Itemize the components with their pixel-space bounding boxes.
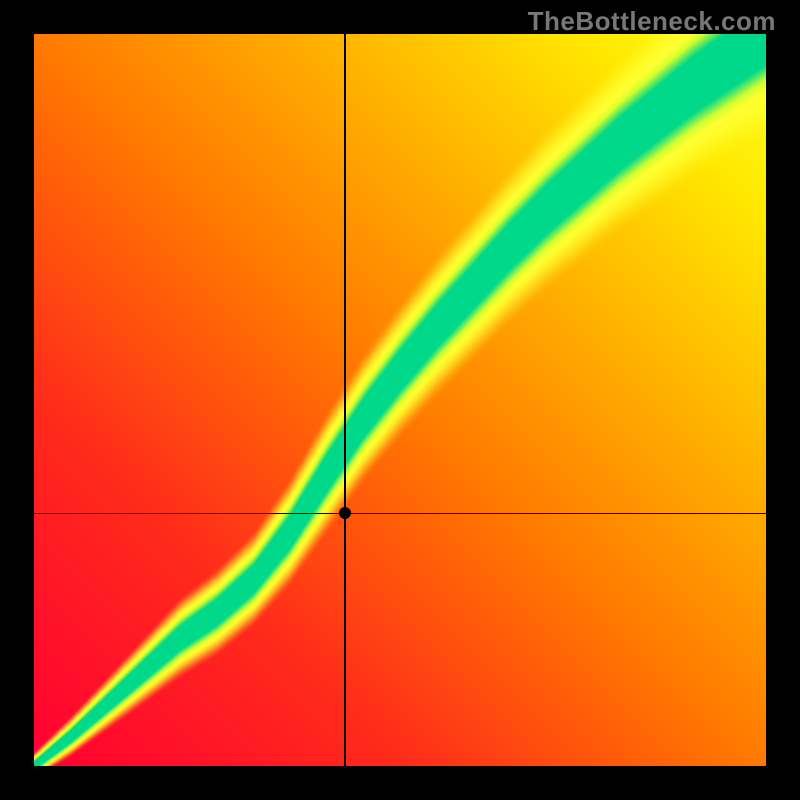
watermark-text: TheBottleneck.com (528, 6, 776, 37)
plot-area (34, 34, 766, 766)
heatmap-canvas (34, 34, 766, 766)
chart-container: TheBottleneck.com (0, 0, 800, 800)
